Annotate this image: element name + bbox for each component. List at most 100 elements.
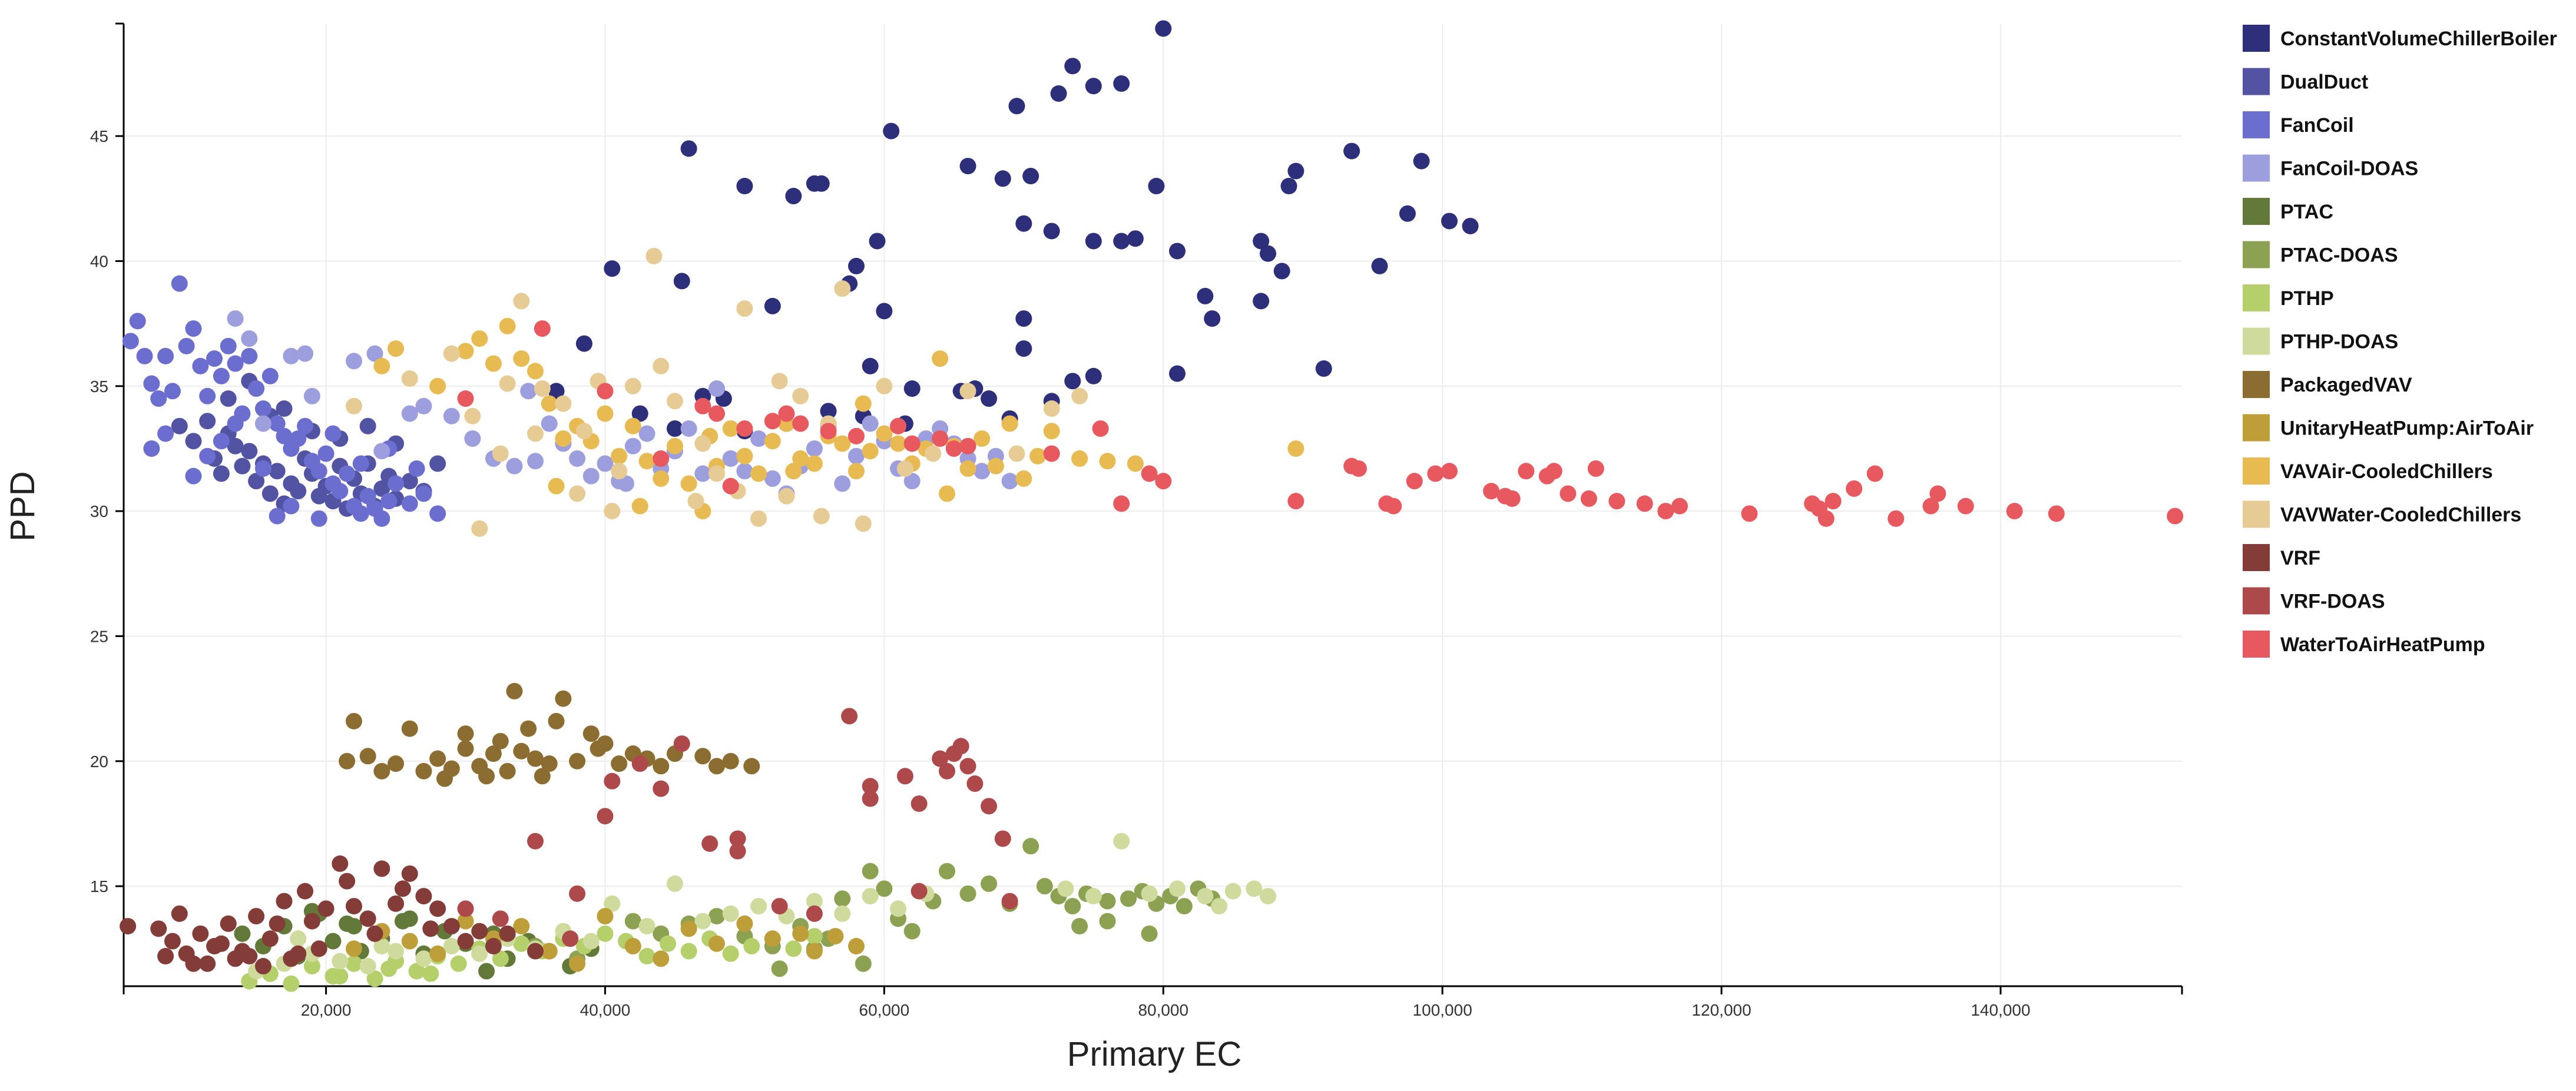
data-point <box>903 435 921 452</box>
data-point <box>736 447 753 465</box>
data-point <box>499 317 516 334</box>
data-point <box>666 437 683 455</box>
data-point <box>317 445 335 462</box>
data-point <box>729 843 746 860</box>
data-point <box>150 390 167 407</box>
data-point <box>792 387 809 404</box>
data-point <box>261 367 279 384</box>
data-point <box>694 748 711 765</box>
data-point <box>666 875 683 892</box>
legend-label: PackagedVAV <box>2280 374 2412 396</box>
data-point <box>415 762 432 780</box>
data-point <box>631 755 648 772</box>
y-tick-label: 20 <box>90 752 108 771</box>
data-point <box>1315 360 1332 377</box>
data-point <box>785 463 802 480</box>
data-point <box>1657 503 1674 520</box>
data-point <box>443 918 460 935</box>
data-point <box>373 938 390 955</box>
data-point <box>1413 152 1430 170</box>
data-point <box>736 915 753 932</box>
data-point <box>401 933 418 950</box>
data-point <box>611 463 628 480</box>
data-point <box>660 935 677 952</box>
data-point <box>653 758 670 775</box>
data-point <box>325 933 342 950</box>
data-point <box>862 415 879 432</box>
data-point <box>736 178 753 195</box>
data-point <box>981 390 998 407</box>
x-tick-label: 40,000 <box>580 1001 631 1019</box>
data-point <box>624 437 641 455</box>
data-point <box>1888 510 1905 527</box>
data-point <box>1155 20 1172 37</box>
data-point <box>443 407 460 425</box>
data-point <box>729 830 746 847</box>
data-point <box>548 383 565 400</box>
data-point <box>1057 880 1074 897</box>
data-point <box>345 955 362 972</box>
data-point <box>220 337 237 354</box>
data-point <box>1846 480 1863 497</box>
data-point <box>1085 233 1102 250</box>
data-point <box>680 475 697 492</box>
data-point <box>388 943 405 960</box>
data-point <box>464 407 481 425</box>
data-point <box>597 908 614 925</box>
data-point <box>297 417 314 435</box>
legend-swatch <box>2243 631 2270 658</box>
data-point <box>1343 142 1360 160</box>
data-point <box>1043 223 1060 240</box>
data-point <box>373 510 390 527</box>
data-point <box>429 377 446 394</box>
data-point <box>1113 75 1130 92</box>
data-point <box>1587 460 1604 477</box>
data-point <box>792 415 809 432</box>
series-packagedvav <box>339 682 760 787</box>
data-point <box>778 405 795 422</box>
data-point <box>722 945 739 962</box>
data-point <box>290 430 307 447</box>
data-point <box>241 948 258 965</box>
data-point <box>248 473 265 490</box>
data-point <box>506 457 523 475</box>
data-point <box>1204 310 1221 327</box>
data-point <box>380 493 398 510</box>
data-point <box>834 890 851 907</box>
data-point <box>569 450 586 467</box>
data-point <box>890 417 907 435</box>
data-point <box>345 898 362 915</box>
data-point <box>373 480 390 497</box>
data-point <box>1580 490 1597 507</box>
data-point <box>1287 493 1304 510</box>
data-point <box>492 732 509 750</box>
data-point <box>890 435 907 452</box>
data-point <box>213 433 230 450</box>
data-point <box>401 495 418 512</box>
data-point <box>213 367 230 384</box>
data-point <box>345 397 362 414</box>
data-point <box>520 720 537 737</box>
data-point <box>206 350 223 367</box>
data-point <box>750 430 767 447</box>
data-point <box>1350 460 1367 477</box>
data-point <box>548 712 565 729</box>
data-point <box>1099 453 1116 470</box>
data-point <box>457 390 474 407</box>
data-point <box>1155 473 1172 490</box>
data-point <box>310 940 327 957</box>
data-point <box>701 835 719 852</box>
data-point <box>896 768 913 785</box>
data-point <box>1636 495 1653 512</box>
data-point <box>520 383 537 400</box>
data-point <box>890 900 907 917</box>
data-point <box>359 910 376 927</box>
data-point <box>485 355 502 372</box>
data-point <box>366 970 383 987</box>
data-point <box>638 948 655 965</box>
data-point <box>862 790 879 807</box>
legend-label: UnitaryHeatPump:AirToAir <box>2280 417 2534 440</box>
data-point <box>653 450 670 467</box>
legend-item: FanCoil <box>2243 111 2354 138</box>
legend-label: ConstantVolumeChillerBoiler <box>2280 28 2557 50</box>
